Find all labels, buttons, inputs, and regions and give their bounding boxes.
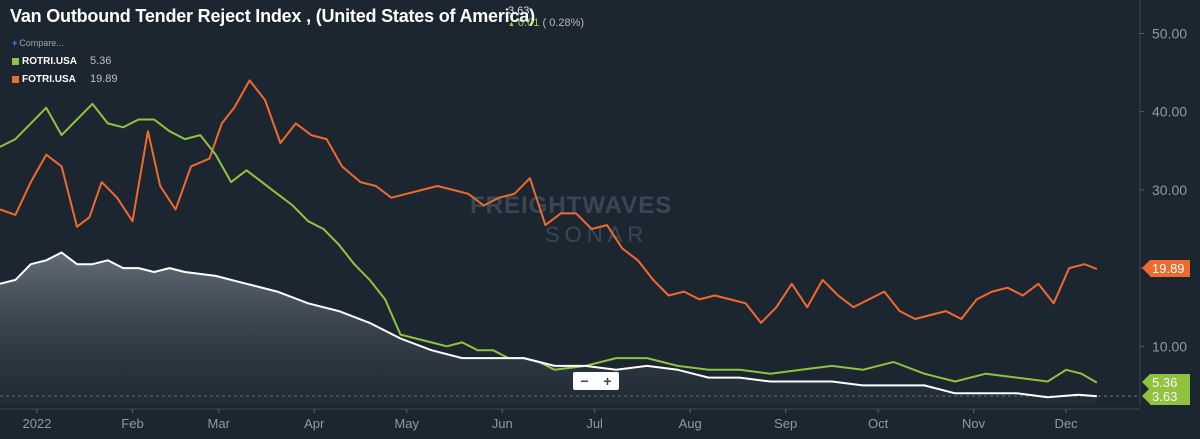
plus-icon: + (12, 38, 17, 48)
legend-item-fotri[interactable]: FOTRI.USA 19.89 (12, 70, 118, 88)
legend-swatch (12, 76, 19, 83)
last-value-tag: 3.63 (1150, 388, 1190, 405)
x-tick-label: May (394, 416, 419, 431)
y-tick-label: 50.00 (1152, 25, 1187, 41)
price-readout: 3.63 ▲ 0.01 ( 0.28%) (508, 5, 584, 31)
zoom-controls: − + (573, 372, 619, 390)
zoom-in-button[interactable]: + (603, 373, 611, 389)
x-tick-label: Oct (868, 416, 889, 431)
x-tick-label: Aug (679, 416, 702, 431)
legend: + Compare... ROTRI.USA 5.36 FOTRI.USA 19.… (12, 38, 118, 88)
x-tick-label: Jul (586, 416, 603, 431)
legend-series-value: 19.89 (90, 73, 118, 85)
legend-item-rotri[interactable]: ROTRI.USA 5.36 (12, 52, 118, 70)
change-readout: ▲ 0.01 ( 0.28%) (508, 17, 584, 31)
up-arrow-icon: ▲ (508, 21, 515, 28)
y-tick-label: 30.00 (1152, 182, 1187, 198)
compare-label: Compare... (19, 38, 64, 48)
x-tick-label: Nov (962, 416, 986, 431)
x-tick-label: Mar (208, 416, 231, 431)
x-tick-label: Dec (1054, 416, 1078, 431)
last-value-tag: 19.89 (1150, 260, 1190, 277)
compare-button[interactable]: + Compare... (12, 38, 118, 48)
plot-area (0, 253, 1140, 406)
watermark-brand: FREIGHTWAVES (470, 192, 672, 220)
zoom-out-button[interactable]: − (580, 373, 588, 389)
y-tick-label: 10.00 (1152, 338, 1187, 354)
legend-swatch (12, 58, 19, 65)
x-tick-label: Feb (121, 416, 143, 431)
x-axis: 2022 Feb Mar Apr May Jun Jul Aug Sep Oct Nov Dec (0, 409, 1140, 431)
change-value: 0.01 (518, 17, 539, 29)
series-area-votri-usa (0, 253, 1097, 406)
x-tick-label: Sep (774, 416, 797, 431)
chart-title: Van Outbound Tender Reject Index , (Unit… (10, 6, 535, 27)
legend-series-name: FOTRI.USA (22, 74, 90, 85)
watermark-product: SONAR (545, 222, 648, 248)
legend-series-value: 5.36 (90, 55, 111, 67)
x-tick-label: 2022 (23, 416, 52, 431)
legend-series-name: ROTRI.USA (22, 56, 90, 67)
change-percent: ( 0.28%) (542, 17, 584, 29)
x-tick-label: Jun (492, 416, 513, 431)
x-tick-label: Apr (304, 416, 325, 431)
y-tick-label: 40.00 (1152, 104, 1187, 120)
current-value: 3.63 (508, 5, 584, 17)
